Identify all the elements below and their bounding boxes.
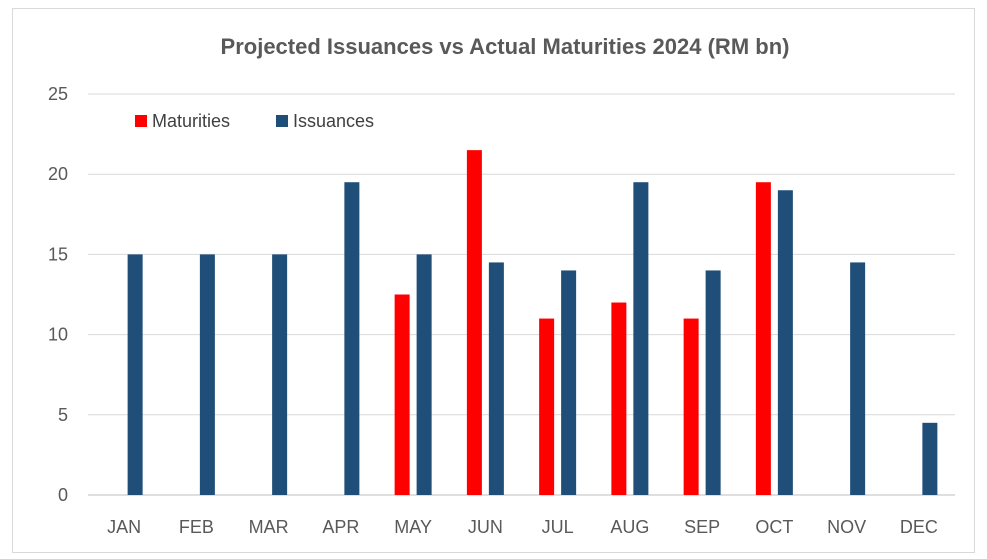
bar-maturities-may bbox=[394, 294, 410, 495]
x-tick-label: AUG bbox=[610, 517, 649, 537]
bar-maturities-sep bbox=[683, 318, 699, 495]
bar-issuances-feb bbox=[199, 254, 215, 495]
x-tick-label: APR bbox=[322, 517, 359, 537]
bar-maturities-aug bbox=[611, 302, 627, 495]
legend: Maturities Issuances bbox=[135, 111, 374, 131]
y-tick-label: 0 bbox=[58, 485, 68, 505]
bar-maturities-jun bbox=[466, 150, 482, 495]
x-tick-label: JUN bbox=[468, 517, 503, 537]
y-tick-label: 15 bbox=[48, 244, 68, 264]
y-axis-ticks: 0 5 10 15 20 25 bbox=[48, 84, 68, 505]
y-tick-label: 20 bbox=[48, 164, 68, 184]
x-tick-label: OCT bbox=[755, 517, 793, 537]
bar-issuances-nov bbox=[850, 262, 866, 495]
x-tick-label: DEC bbox=[900, 517, 938, 537]
legend-swatch-issuances bbox=[276, 115, 288, 127]
x-tick-label: NOV bbox=[827, 517, 866, 537]
bar-issuances-jul bbox=[561, 270, 577, 495]
x-tick-label: JAN bbox=[107, 517, 141, 537]
y-tick-label: 25 bbox=[48, 84, 68, 104]
bars bbox=[127, 150, 938, 496]
x-tick-label: JUL bbox=[542, 517, 574, 537]
y-tick-label: 10 bbox=[48, 325, 68, 345]
legend-label-issuances: Issuances bbox=[293, 111, 374, 131]
x-axis-ticks: JAN FEB MAR APR MAY JUN JUL AUG SEP OCT NOV DEC bbox=[107, 517, 938, 537]
legend-swatch-maturities bbox=[135, 115, 147, 127]
bar-issuances-jan bbox=[127, 254, 143, 495]
bar-issuances-jun bbox=[488, 262, 504, 495]
bar-issuances-may bbox=[416, 254, 432, 495]
x-tick-label: SEP bbox=[684, 517, 720, 537]
x-tick-label: MAY bbox=[394, 517, 432, 537]
x-tick-label: FEB bbox=[179, 517, 214, 537]
y-tick-label: 5 bbox=[58, 405, 68, 425]
bar-maturities-oct bbox=[755, 182, 771, 495]
legend-label-maturities: Maturities bbox=[152, 111, 230, 131]
gridlines bbox=[88, 93, 955, 496]
x-tick-label: MAR bbox=[249, 517, 289, 537]
bar-issuances-oct bbox=[777, 190, 793, 496]
bar-issuances-apr bbox=[344, 182, 360, 495]
bar-maturities-jul bbox=[539, 318, 555, 495]
bar-issuances-mar bbox=[272, 254, 288, 495]
bar-issuances-aug bbox=[633, 182, 649, 495]
chart-title: Projected Issuances vs Actual Maturities… bbox=[221, 34, 790, 59]
bar-issuances-dec bbox=[922, 422, 938, 495]
bar-issuances-sep bbox=[705, 270, 721, 495]
